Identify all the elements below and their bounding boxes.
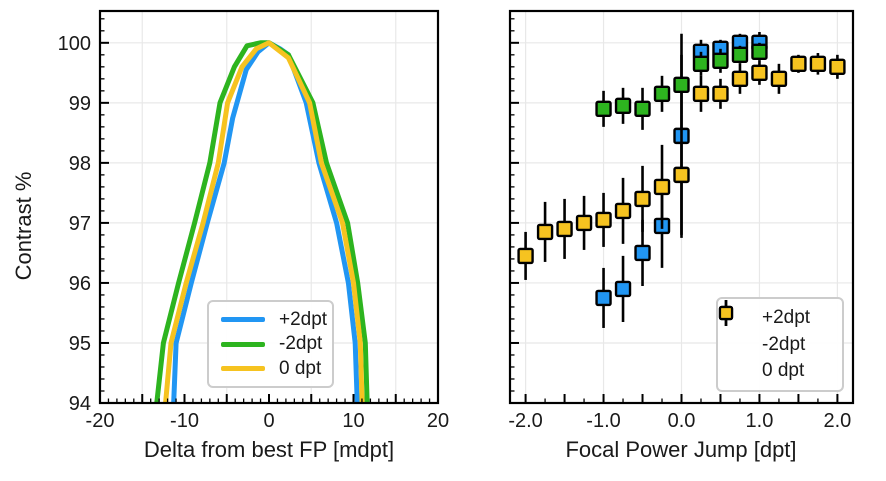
y-axis-label: Contrast % [11, 171, 36, 281]
marker-0 dpt [556, 220, 573, 238]
marker-+2dpt [634, 244, 651, 262]
legend-label: -2dpt [279, 333, 323, 354]
x-axis-label-right: Focal Power Jump [dpt] [565, 437, 797, 462]
marker--2dpt [614, 97, 632, 115]
marker-0 dpt [653, 178, 671, 196]
marker--2dpt [634, 100, 651, 118]
legend-label: 0 dpt [762, 360, 805, 382]
line--2dpt [154, 40, 370, 403]
y-tick-label: 94 [69, 393, 91, 415]
marker-0 dpt [770, 70, 788, 88]
x-tick-label: 2.0 [824, 410, 852, 432]
legend-label: 0 dpt [279, 357, 322, 379]
series-0 dpt [163, 40, 365, 403]
legend-label: -2dpt [762, 333, 806, 355]
marker-0 dpt [595, 211, 612, 229]
series--2dpt [154, 40, 370, 403]
marker-0 dpt [809, 55, 827, 73]
legend-item: -2dpt [215, 333, 326, 355]
x-tick-label: -20 [86, 410, 115, 432]
legend-item: +2dpt [215, 308, 328, 331]
marker-0 dpt [614, 202, 632, 220]
series--2dpt [595, 42, 768, 130]
marker--2dpt [653, 85, 671, 103]
marker--2dpt [595, 100, 612, 118]
marker--2dpt [731, 46, 749, 64]
x-tick-label: 0 [263, 410, 274, 432]
legend-label: +2dpt [762, 306, 811, 328]
marker--2dpt [692, 55, 710, 73]
marker-0 dpt [790, 55, 807, 73]
legend-item: 0 dpt [215, 358, 326, 380]
marker-0 dpt [712, 85, 729, 103]
plot-contrast-vs-jump: -2.0 -1.0 0.0 1.0 2.0 [508, 9, 855, 432]
legend-marker-swatch [718, 300, 734, 326]
marker-0 dpt [634, 190, 651, 208]
marker--2dpt [751, 43, 768, 61]
y-tick-label: 98 [69, 153, 91, 175]
y-tick-label: 95 [69, 333, 91, 355]
left-plot-legend: +2dpt -2dpt 0 dpt [207, 300, 334, 388]
plot-contrast-vs-delta: -20 -10 0 10 20 94 95 96 97 98 99 100 [58, 9, 450, 432]
y-tick-label: 100 [58, 33, 91, 55]
plot-frame [98, 9, 440, 405]
marker-+2dpt [595, 289, 612, 307]
tick-labels: -20 -10 0 10 20 94 95 96 97 98 99 100 [58, 33, 450, 432]
y-tick-label: 97 [69, 213, 91, 235]
x-tick-label: 0.0 [668, 410, 696, 432]
x-tick-label: -2.0 [508, 410, 542, 432]
marker-0 dpt [536, 223, 554, 241]
marker-+2dpt [614, 280, 632, 298]
legend-item: +2dpt [718, 300, 836, 329]
plot-frame [508, 9, 855, 405]
x-tick-label: 10 [342, 410, 364, 432]
marker--2dpt [712, 52, 729, 70]
x-tick-label: -10 [170, 410, 199, 432]
x-tick-label: 1.0 [746, 410, 774, 432]
x-tick-label: -1.0 [586, 410, 620, 432]
legend-item: 0 dpt [718, 300, 836, 382]
legend-item: -2dpt [718, 300, 836, 356]
marker-0 dpt [731, 70, 749, 88]
legend-label: +2dpt [279, 308, 328, 330]
x-tick-label: 20 [427, 410, 449, 432]
marker-0 dpt [829, 58, 846, 76]
y-tick-label: 99 [69, 93, 91, 115]
legend-line-swatch [221, 317, 265, 322]
marker-0 dpt [751, 64, 768, 82]
series-0 dpt [517, 53, 846, 280]
marker-0 dpt [575, 214, 593, 232]
line-0 dpt [163, 40, 365, 403]
y-tick-label: 96 [69, 273, 91, 295]
marker-0 dpt [673, 166, 690, 184]
right-plot-legend: +2dpt -2dpt 0 dpt [716, 297, 844, 392]
series-layer [517, 32, 846, 328]
series-layer [154, 40, 370, 403]
marker-0 dpt [692, 85, 710, 103]
marker--2dpt [673, 76, 690, 94]
marker-0 dpt [517, 247, 534, 265]
legend-line-swatch [221, 366, 265, 371]
tick-labels: -2.0 -1.0 0.0 1.0 2.0 [508, 410, 851, 432]
x-axis-label-left: Delta from best FP [mdpt] [143, 437, 395, 462]
legend-line-swatch [221, 341, 265, 347]
